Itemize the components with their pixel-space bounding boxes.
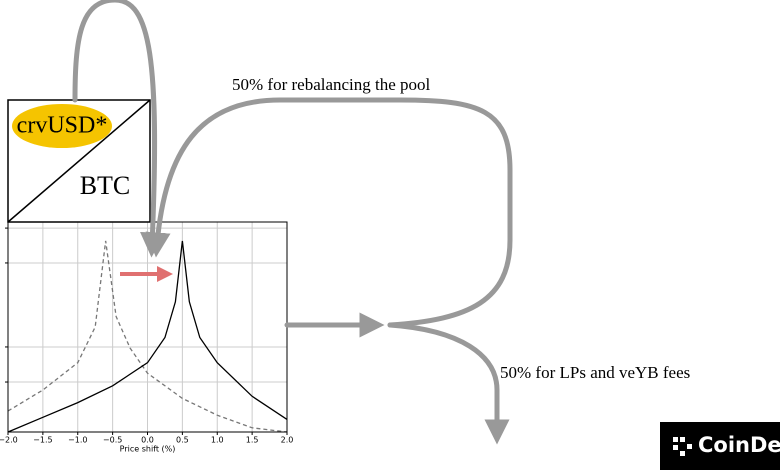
x-tick-label: 0.0 <box>141 436 154 445</box>
arrows <box>72 0 513 445</box>
logo-bg <box>660 422 780 470</box>
x-tick-label: 1.5 <box>246 436 259 445</box>
diagonal <box>7 99 151 223</box>
arrow <box>145 97 513 328</box>
x-tick-label: −1.0 <box>68 436 87 445</box>
x-tick-label: 0.5 <box>176 436 189 445</box>
x-tick-label: 2.0 <box>281 436 294 445</box>
logo-icon <box>673 437 692 456</box>
x-tick-label: −0.5 <box>103 436 122 445</box>
curve <box>7 240 288 433</box>
x-tick-label: −2.0 <box>0 436 18 445</box>
x-tick-label: −1.5 <box>33 436 52 445</box>
arrow <box>387 322 510 445</box>
x-tick-label: 1.0 <box>211 436 224 445</box>
fees-label: 50% for LPs and veYB fees <box>500 363 690 382</box>
arrow <box>72 0 166 258</box>
bottom-token: BTC <box>80 171 131 200</box>
x-axis-label: Price shift (%) <box>120 445 176 454</box>
highlight <box>12 104 112 148</box>
chart: −2.0 −1.5 −1.0 −0.5 0.0 0.5 1.0 1.5 2.0 Price shi… <box>0 221 294 454</box>
rebalance-label: 50% for rebalancing the pool <box>232 75 431 94</box>
curve <box>7 240 288 433</box>
logo-text: CoinDesk <box>698 433 780 457</box>
top-token: crvUSD* <box>17 113 108 139</box>
